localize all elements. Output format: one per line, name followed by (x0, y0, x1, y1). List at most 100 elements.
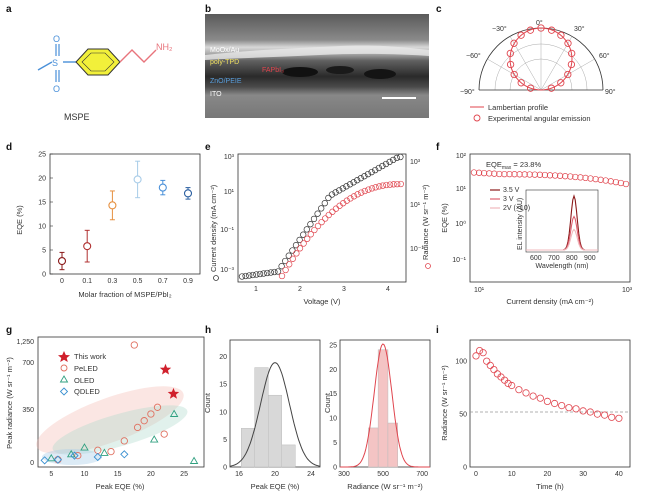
f-eqe-point (572, 173, 579, 181)
i-x-tick: 10 (508, 471, 516, 478)
g-oled-point (80, 443, 89, 451)
f-eqe-point (486, 170, 493, 177)
e-radiance-point (311, 226, 318, 234)
f-eqe-point (577, 174, 584, 181)
d-x-tick: 0.9 (183, 278, 193, 285)
hr-ylabel: Count (323, 392, 332, 413)
i-point (475, 346, 484, 355)
hl-fit-curve (229, 362, 321, 467)
f-ylabel: EQE (%) (440, 203, 449, 233)
e-current-point (343, 183, 350, 190)
f-inset-x-tick-3: 900 (584, 255, 596, 262)
panel-b-sem-image: MoOx/Au poly-TPD FAPbI₃ ZnO/PEIE ITO (205, 14, 429, 118)
e-current-point (372, 166, 379, 174)
e-left-tick-0: 10³ (224, 154, 235, 161)
g-peled-point (147, 410, 155, 418)
f-eqe-point (587, 175, 594, 182)
polar-point (568, 49, 576, 58)
f-eqe-point (597, 176, 604, 183)
e-left-tick-2: 10⁻¹ (220, 227, 234, 234)
panel-label-d: d (6, 142, 12, 153)
hl-x-tick: 20 (271, 471, 279, 478)
g-oled-point (100, 448, 109, 456)
e-radiance-point (397, 180, 404, 188)
g-peled-region (36, 386, 184, 454)
g-oled-point (189, 456, 199, 464)
panel-label-i: i (436, 325, 439, 336)
angle-m90: −90° (460, 88, 475, 96)
e-current-point (332, 189, 339, 196)
panel-f-chart: 10² 10¹ 10⁰ 10⁻¹ 10¹ 10³ EQEmax = 23.8% … (440, 153, 633, 306)
f-y-tick-2: 10⁰ (455, 220, 466, 228)
i-point (536, 394, 544, 402)
hr-y-tick: 0 (333, 465, 337, 472)
e-current-point (379, 162, 386, 170)
e-radiance-point (361, 187, 368, 195)
g-x-tick: 25 (180, 471, 188, 478)
hr-y-tick: 10 (329, 416, 337, 423)
hl-ylabel: Count (203, 392, 212, 413)
i-x-tick: 0 (474, 471, 478, 478)
g-y-tick-3: 0 (30, 460, 34, 467)
polar-point (564, 39, 572, 47)
polar-point (506, 60, 515, 69)
g-legend-this-work: This work (74, 352, 106, 361)
e-radiance-point (386, 181, 394, 188)
e-current-point (361, 173, 368, 180)
e-x-tick-2: 3 (342, 286, 346, 293)
f-inset-frame (525, 189, 599, 253)
f-eqe-point (521, 171, 528, 178)
g-legend-oled-marker (59, 375, 69, 383)
e-left-legend-marker (213, 275, 219, 281)
e-current-point (303, 226, 310, 233)
hr-fit-curve (340, 343, 430, 468)
panel-h-right-chart: 300 500 700 0 5 10 15 20 25 Count Radiance (W sr… (323, 339, 431, 491)
e-current-point (300, 231, 307, 238)
e-radiance-point (343, 197, 350, 204)
g-qdled-point (40, 456, 49, 465)
f-inset-x-tick-0: 600 (530, 255, 542, 262)
f-x-tick-0: 10¹ (474, 287, 485, 294)
d-point (133, 175, 142, 184)
i-xlabel: Time (h) (536, 482, 564, 491)
polar-point (506, 49, 514, 58)
f-eqemax-annotation: EQEmax = 23.8% (486, 160, 541, 171)
f-xlabel: Current density (mA cm⁻²) (506, 297, 594, 306)
e-radiance-point (358, 189, 365, 196)
methyl-bond (37, 61, 53, 71)
d-ylabel: EQE (%) (15, 205, 24, 235)
e-current-point (318, 205, 325, 212)
f-eqe-point (567, 173, 574, 180)
g-qdled-point (53, 455, 63, 464)
e-current-point (328, 191, 336, 198)
legend-experimental-marker (473, 114, 481, 122)
hr-bar (377, 349, 389, 468)
f-eqe-point (622, 180, 630, 188)
g-oled-region (52, 405, 188, 455)
panel-label-a: a (6, 4, 12, 15)
e-current-point (274, 268, 282, 275)
i-point (472, 352, 480, 360)
f-inset-x-tick-2: 800 (566, 255, 578, 262)
f-inset-ylabel: EL intensity (AU) (517, 198, 524, 250)
i-y-tick: 0 (463, 465, 467, 472)
panel-a-molecule: S O O NH₂ MSPE (37, 34, 173, 122)
g-legend-peled: PeLED (74, 364, 98, 373)
panel-c-polar: 0° 30° 60° 90° −30° −60° −90° Lambertian… (460, 19, 616, 123)
g-peled-point (160, 430, 168, 438)
legend-lambertian: Lambertian profile (488, 103, 548, 112)
e-current-point (310, 215, 318, 223)
e-current-point (260, 270, 267, 277)
f-eqe-point (612, 178, 620, 186)
i-y-tick: 100 (455, 359, 467, 366)
f-y-tick-1: 10¹ (456, 186, 467, 193)
i-point (490, 365, 498, 374)
e-current-point (350, 179, 357, 186)
polar-spoke-m30 (509, 36, 542, 91)
e-radiance-point (300, 240, 307, 247)
e-frame (237, 153, 407, 283)
i-point (479, 349, 487, 357)
angle-m30: −30° (492, 25, 507, 33)
g-peled-point (140, 417, 148, 425)
e-left-tick-1: 10¹ (224, 189, 235, 196)
